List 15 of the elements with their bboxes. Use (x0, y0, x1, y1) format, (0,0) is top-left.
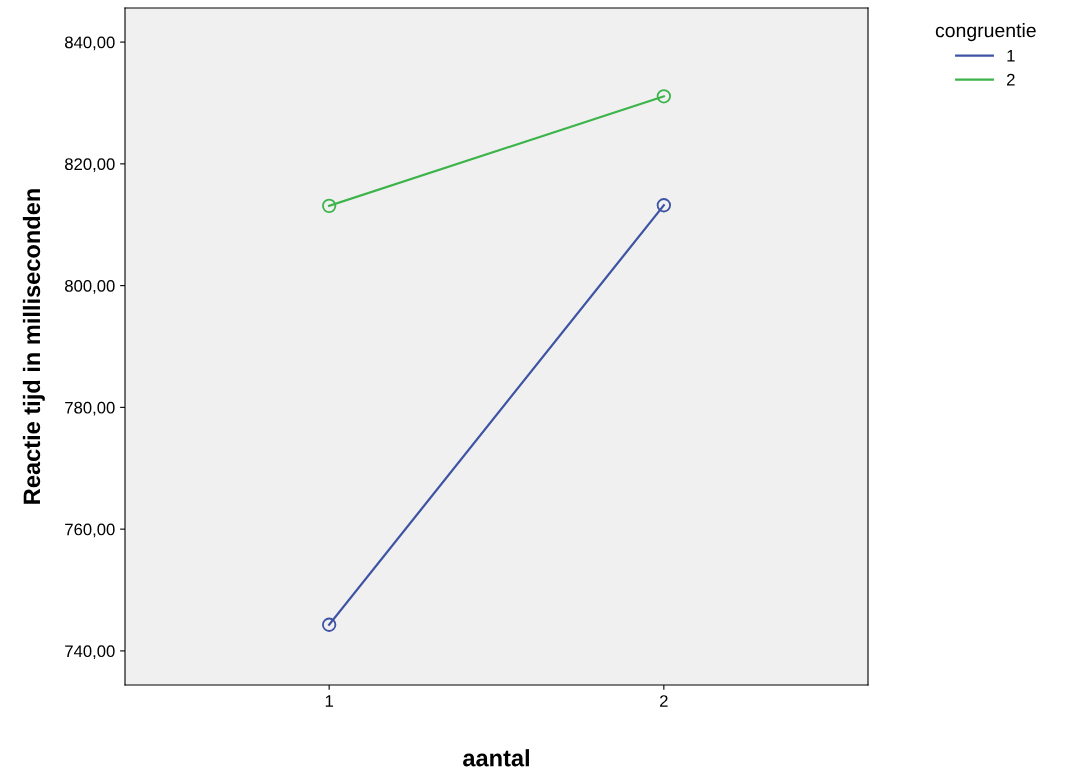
y-axis-title: Reactie tijd in milliseconden (22, 189, 45, 504)
point (656, 89, 671, 104)
y-tick-label: 820,00 (65, 158, 115, 173)
y-tick-label: 760,00 (65, 523, 115, 538)
y-tick-label: 740,00 (65, 645, 115, 660)
x-axis-title: aantal (463, 749, 529, 767)
point (656, 198, 671, 213)
point (322, 617, 337, 632)
y-tick-label: 780,00 (65, 401, 115, 416)
legend-label: 1 (1007, 50, 1015, 62)
legend-label: 2 (1007, 73, 1015, 86)
legend-title: congruentie (935, 23, 1036, 42)
y-tick-label: 840,00 (65, 36, 115, 51)
y-tick-label: 800,00 (65, 280, 115, 294)
point (322, 198, 337, 214)
